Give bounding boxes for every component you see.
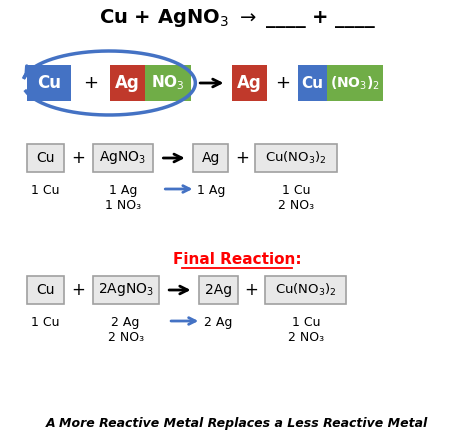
Text: Ag: Ag	[201, 151, 220, 165]
Text: +: +	[83, 74, 98, 92]
Text: Ag: Ag	[115, 74, 140, 92]
FancyBboxPatch shape	[27, 144, 64, 172]
FancyBboxPatch shape	[27, 65, 72, 101]
FancyBboxPatch shape	[93, 144, 153, 172]
Text: AgNO$_3$: AgNO$_3$	[99, 149, 146, 166]
Text: Cu: Cu	[36, 283, 55, 297]
FancyBboxPatch shape	[327, 65, 383, 101]
Text: Cu + AgNO$_3$ $\rightarrow$ ____ + ____: Cu + AgNO$_3$ $\rightarrow$ ____ + ____	[99, 7, 375, 29]
Text: 2 Ag: 2 Ag	[204, 316, 233, 329]
Text: NO$_3$: NO$_3$	[151, 74, 185, 92]
Text: 2Ag: 2Ag	[205, 283, 232, 297]
FancyBboxPatch shape	[93, 276, 158, 304]
Text: 1 Cu
2 NO₃: 1 Cu 2 NO₃	[288, 316, 324, 344]
FancyBboxPatch shape	[27, 276, 64, 304]
Text: 1 Cu
2 NO₃: 1 Cu 2 NO₃	[278, 184, 314, 212]
Text: 1 Cu: 1 Cu	[31, 184, 59, 197]
Text: +: +	[71, 281, 85, 299]
Text: Ag: Ag	[237, 74, 262, 92]
Text: 1 Ag
1 NO₃: 1 Ag 1 NO₃	[105, 184, 141, 212]
FancyBboxPatch shape	[110, 65, 145, 101]
Text: +: +	[235, 149, 249, 167]
FancyBboxPatch shape	[255, 144, 337, 172]
FancyBboxPatch shape	[199, 276, 238, 304]
Text: 2AgNO$_3$: 2AgNO$_3$	[98, 282, 154, 299]
Text: Cu: Cu	[36, 151, 55, 165]
FancyBboxPatch shape	[232, 65, 267, 101]
Text: +: +	[245, 281, 258, 299]
FancyBboxPatch shape	[193, 144, 228, 172]
Text: Cu(NO$_3$)$_2$: Cu(NO$_3$)$_2$	[265, 150, 327, 166]
Text: 1 Ag: 1 Ag	[197, 184, 225, 197]
Text: 1 Cu: 1 Cu	[31, 316, 59, 329]
FancyBboxPatch shape	[265, 276, 346, 304]
Text: +: +	[275, 74, 290, 92]
Text: A More Reactive Metal Replaces a Less Reactive Metal: A More Reactive Metal Replaces a Less Re…	[46, 417, 428, 431]
Text: (NO$_3$)$_2$: (NO$_3$)$_2$	[330, 74, 380, 92]
Text: Cu(NO$_3$)$_2$: Cu(NO$_3$)$_2$	[275, 282, 337, 298]
FancyBboxPatch shape	[298, 65, 327, 101]
Text: +: +	[71, 149, 85, 167]
Text: 2 Ag
2 NO₃: 2 Ag 2 NO₃	[108, 316, 144, 344]
Text: Cu: Cu	[37, 74, 61, 92]
FancyBboxPatch shape	[145, 65, 191, 101]
Text: Cu: Cu	[301, 75, 324, 91]
Text: Final Reaction:: Final Reaction:	[173, 252, 301, 268]
